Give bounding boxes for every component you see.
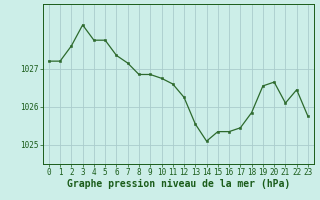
- X-axis label: Graphe pression niveau de la mer (hPa): Graphe pression niveau de la mer (hPa): [67, 179, 290, 189]
